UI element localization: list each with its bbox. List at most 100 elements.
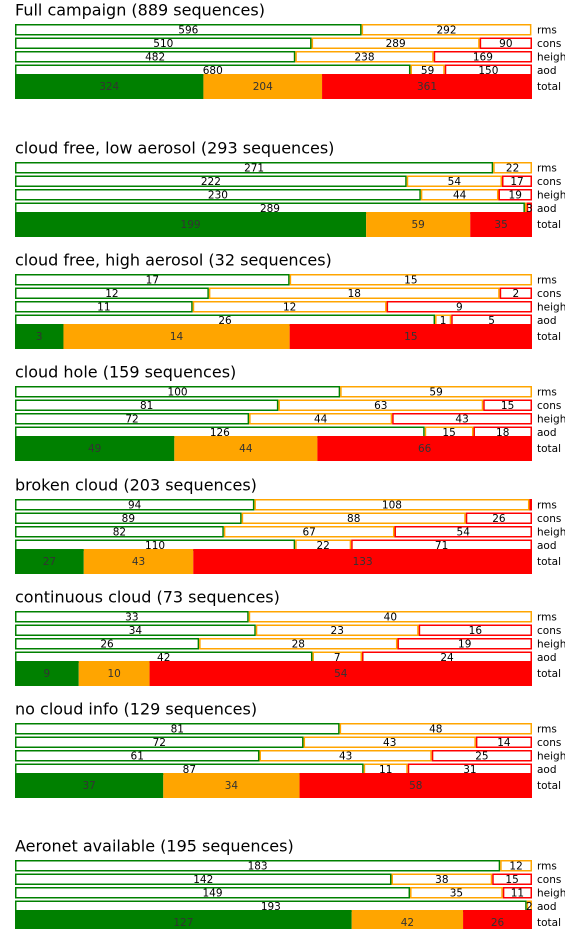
value-label: 35 — [450, 887, 463, 899]
segment — [406, 175, 503, 187]
value-label: 44 — [314, 413, 328, 425]
total-segment — [15, 74, 204, 99]
segment — [15, 189, 421, 201]
value-label: 149 — [202, 887, 222, 899]
segment — [15, 860, 501, 872]
row-label: height — [537, 301, 565, 313]
row-label: rms — [537, 274, 557, 286]
segment — [15, 413, 250, 425]
value-label: 90 — [499, 38, 512, 50]
row-label: aod — [537, 315, 557, 327]
value-label: 150 — [478, 65, 498, 77]
value-label: 40 — [384, 611, 397, 623]
panel-title: cloud free, low aerosol (293 sequences) — [15, 139, 334, 158]
value-label: 230 — [208, 189, 228, 201]
value-label: 12 — [283, 301, 296, 313]
segment — [492, 873, 533, 885]
value-label: 67 — [302, 526, 315, 538]
row-label: cons — [537, 625, 561, 637]
value-label: 14 — [170, 331, 184, 343]
row-label: height — [537, 51, 565, 63]
value-label: 33 — [125, 611, 138, 623]
total-segment — [15, 549, 84, 574]
segment — [394, 526, 532, 538]
value-label: 48 — [429, 723, 442, 735]
row-label: rms — [537, 386, 557, 398]
value-label: 54 — [457, 526, 471, 538]
segment — [208, 287, 500, 299]
value-label: 292 — [436, 24, 456, 36]
row-label: rms — [537, 499, 557, 511]
value-label: 72 — [153, 737, 166, 749]
segment — [15, 301, 193, 313]
value-label: 19 — [509, 189, 522, 201]
value-label: 15 — [442, 427, 455, 439]
value-label: 10 — [107, 668, 120, 680]
segment — [386, 301, 532, 313]
row-label: height — [537, 638, 565, 650]
segment — [420, 189, 499, 201]
value-label: 238 — [354, 51, 374, 63]
segment — [15, 750, 260, 762]
total-segment — [163, 773, 300, 798]
segment — [223, 526, 395, 538]
total-segment — [299, 773, 532, 798]
value-label: 3 — [36, 331, 43, 343]
value-label: 44 — [239, 443, 253, 455]
value-label: 14 — [497, 737, 511, 749]
row-label: aod — [537, 540, 557, 552]
segment — [15, 386, 341, 398]
value-label: 510 — [153, 38, 173, 50]
value-label: 49 — [88, 443, 101, 455]
value-label: 289 — [386, 38, 406, 50]
value-label: 34 — [225, 780, 239, 792]
row-label: height — [537, 413, 565, 425]
row-label: height — [537, 189, 565, 201]
segment — [15, 624, 256, 636]
row-label: height — [537, 750, 565, 762]
value-label: 44 — [453, 189, 467, 201]
total-segment — [203, 74, 323, 99]
segment — [465, 512, 533, 524]
value-label: 54 — [334, 668, 348, 680]
value-label: 204 — [253, 81, 273, 93]
segment — [15, 175, 407, 187]
row-label: aod — [537, 65, 557, 77]
value-label: 37 — [82, 780, 95, 792]
segment — [192, 301, 387, 313]
row-label: cons — [537, 176, 561, 188]
segment — [418, 624, 533, 636]
row-label: rms — [537, 162, 557, 174]
total-segment — [317, 436, 532, 461]
value-label: 81 — [171, 723, 184, 735]
value-label: 35 — [494, 219, 507, 231]
segment — [500, 860, 532, 872]
total-segment — [63, 324, 290, 349]
panel-title: cloud hole (159 sequences) — [15, 363, 236, 382]
total-segment — [366, 212, 471, 237]
segment — [15, 611, 249, 623]
total-segment — [15, 212, 367, 237]
total-segment — [15, 910, 352, 929]
segment — [248, 611, 532, 623]
row-label: cons — [537, 513, 561, 525]
total-segment — [470, 212, 532, 237]
segment — [502, 175, 533, 187]
total-segment — [15, 324, 64, 349]
segment — [199, 638, 398, 650]
value-label: 18 — [348, 288, 361, 300]
panel-title: Aeronet available (195 sequences) — [15, 837, 294, 856]
value-label: 88 — [347, 513, 360, 525]
row-label: height — [537, 526, 565, 538]
value-label: 169 — [473, 51, 493, 63]
value-label: 43 — [132, 556, 145, 568]
value-label: 26 — [218, 315, 232, 327]
segment — [15, 399, 279, 411]
segment — [289, 274, 532, 286]
value-label: 361 — [417, 81, 437, 93]
panel-title: cloud free, high aerosol (32 sequences) — [15, 251, 332, 270]
segment — [15, 37, 312, 49]
segment — [410, 887, 503, 899]
value-label: 42 — [157, 652, 170, 664]
value-label: 38 — [435, 874, 448, 886]
